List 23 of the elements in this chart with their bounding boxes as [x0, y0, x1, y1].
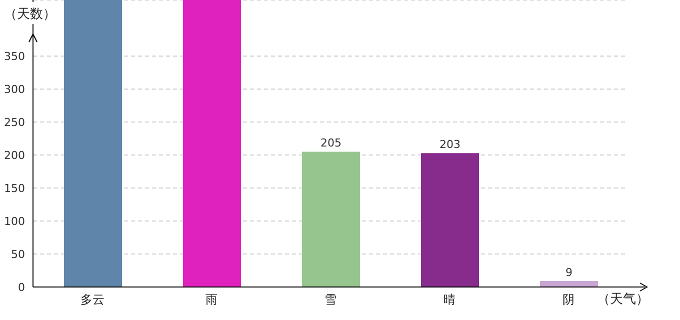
x-tick-label: 雨 [206, 292, 218, 307]
y-tick-label: 0 [18, 280, 25, 294]
bar [64, 0, 122, 287]
data-label: 9 [566, 266, 572, 280]
bar [540, 281, 598, 287]
y-tick-label: 200 [4, 148, 25, 162]
x-tick-label: 雪 [324, 292, 336, 307]
x-axis-title: （天气） [597, 292, 649, 307]
data-label: 205 [320, 136, 342, 150]
x-tick-label: 晴 [444, 292, 456, 307]
bar [183, 0, 241, 287]
x-tick-label: 多云 [80, 292, 104, 307]
x-tick-label: 阴 [562, 292, 574, 307]
y-tick-label: 250 [4, 116, 25, 129]
y-tick-label: 350 [4, 50, 25, 63]
y-tick-label: 300 [4, 82, 25, 96]
y-tick-label: 50 [11, 248, 25, 261]
y-tick-label: 100 [4, 214, 25, 228]
y-tick-label: 150 [4, 182, 25, 195]
bar [302, 152, 360, 287]
y-axis-title: （天数） [4, 7, 56, 22]
bar [421, 153, 479, 287]
data-label: 203 [440, 138, 460, 152]
